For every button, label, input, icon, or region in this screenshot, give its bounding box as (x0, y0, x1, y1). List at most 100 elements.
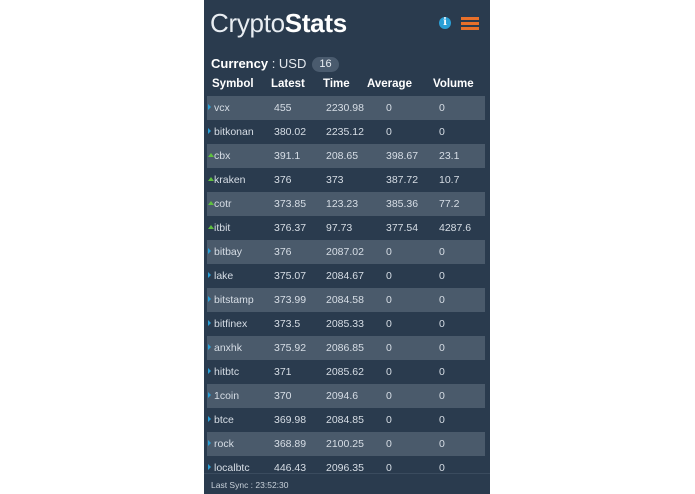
cell-volume: 0 (439, 462, 445, 473)
cell-symbol: itbit (214, 222, 231, 234)
cell-time: 2084.67 (326, 270, 364, 282)
status-footer: Last Sync : 23:52:30 (204, 473, 490, 494)
cell-latest: 446.43 (274, 462, 307, 473)
cell-average: 0 (386, 246, 392, 258)
trend-up-icon (208, 177, 214, 181)
cell-symbol: lake (214, 270, 234, 282)
cell-latest: 376.37 (274, 222, 307, 234)
currency-selector[interactable]: Currency : USD 16 (211, 56, 339, 72)
table-row[interactable]: kraken 376 373 387.72 10.7 (207, 168, 485, 192)
cell-latest: 371 (274, 366, 292, 378)
table-row[interactable]: 1coin 370 2094.6 0 0 (207, 384, 485, 408)
cell-latest: 373.5 (274, 318, 301, 330)
cell-symbol: vcx (214, 102, 230, 114)
table-row[interactable]: bitbay 376 2087.02 0 0 (207, 240, 485, 264)
cell-symbol: kraken (214, 174, 246, 186)
cell-latest: 376 (274, 174, 292, 186)
table-row[interactable]: itbit 376.37 97.73 377.54 4287.6 (207, 216, 485, 240)
cell-average: 385.36 (386, 198, 419, 210)
expand-arrow-icon (208, 320, 211, 326)
header-volume[interactable]: Volume (433, 78, 474, 90)
table-row[interactable]: bitfinex 373.5 2085.33 0 0 (207, 312, 485, 336)
cell-volume: 23.1 (439, 150, 460, 162)
app-header: CryptoStats i (204, 0, 490, 50)
table-row[interactable]: localbtc 446.43 2096.35 0 0 (207, 456, 485, 473)
table-row[interactable]: btce 369.98 2084.85 0 0 (207, 408, 485, 432)
expand-arrow-icon (208, 296, 211, 302)
cell-latest: 373.85 (274, 198, 307, 210)
table-row[interactable]: bitstamp 373.99 2084.58 0 0 (207, 288, 485, 312)
cell-average: 0 (386, 294, 392, 306)
info-icon[interactable]: i (439, 17, 451, 29)
cell-volume: 0 (439, 246, 445, 258)
brand-bold-text: Stats (284, 8, 347, 38)
header-symbol[interactable]: Symbol (212, 78, 254, 90)
cell-symbol: bitfinex (214, 318, 248, 330)
brand-light-text: Crypto (210, 8, 285, 38)
cell-time: 2085.33 (326, 318, 364, 330)
cell-volume: 0 (439, 366, 445, 378)
header-latest[interactable]: Latest (271, 78, 305, 90)
expand-arrow-icon (208, 272, 211, 278)
table-row[interactable]: cbx 391.1 208.65 398.67 23.1 (207, 144, 485, 168)
cell-average: 377.54 (386, 222, 419, 234)
cell-volume: 0 (439, 414, 445, 426)
cell-latest: 375.07 (274, 270, 307, 282)
cell-volume: 77.2 (439, 198, 460, 210)
cell-average: 0 (386, 414, 392, 426)
cell-average: 0 (386, 438, 392, 450)
expand-arrow-icon (208, 344, 211, 350)
table-row[interactable]: vcx 455 2230.98 0 0 (207, 96, 485, 120)
cell-symbol: bitstamp (214, 294, 254, 306)
cell-average: 387.72 (386, 174, 419, 186)
cell-time: 2235.12 (326, 126, 364, 138)
cell-average: 0 (386, 342, 392, 354)
exchange-list[interactable]: vcx 455 2230.98 0 0 bitkonan 380.02 2235.12 0 0 cb… (204, 96, 490, 473)
table-header: Symbol Latest Time Average Volume (204, 78, 490, 94)
cell-time: 123.23 (326, 198, 359, 210)
cell-average: 398.67 (386, 150, 419, 162)
expand-arrow-icon (208, 104, 211, 110)
cell-symbol: rock (214, 438, 234, 450)
trend-up-icon (208, 201, 214, 205)
expand-arrow-icon (208, 248, 211, 254)
expand-arrow-icon (208, 368, 211, 374)
cell-symbol: hitbtc (214, 366, 240, 378)
trend-up-icon (208, 153, 214, 157)
cell-symbol: bitkonan (214, 126, 254, 138)
header-time[interactable]: Time (323, 78, 350, 90)
cell-latest: 375.92 (274, 342, 307, 354)
table-row[interactable]: bitkonan 380.02 2235.12 0 0 (207, 120, 485, 144)
currency-value: USD (278, 56, 307, 71)
expand-arrow-icon (208, 392, 211, 398)
table-row[interactable]: hitbtc 371 2085.62 0 0 (207, 360, 485, 384)
hamburger-menu-icon[interactable] (461, 17, 479, 30)
cell-symbol: btce (214, 414, 234, 426)
cell-latest: 373.99 (274, 294, 307, 306)
table-row[interactable]: cotr 373.85 123.23 385.36 77.2 (207, 192, 485, 216)
cell-symbol: bitbay (214, 246, 243, 258)
cell-symbol: localbtc (214, 462, 250, 473)
cell-latest: 455 (274, 102, 292, 114)
currency-label: Currency (211, 56, 269, 71)
cell-volume: 0 (439, 102, 445, 114)
table-row[interactable]: rock 368.89 2100.25 0 0 (207, 432, 485, 456)
cell-average: 0 (386, 390, 392, 402)
cell-latest: 368.89 (274, 438, 307, 450)
cell-volume: 10.7 (439, 174, 460, 186)
cell-volume: 0 (439, 270, 445, 282)
cell-time: 2086.85 (326, 342, 364, 354)
expand-arrow-icon (208, 464, 211, 470)
cell-volume: 0 (439, 438, 445, 450)
table-row[interactable]: lake 375.07 2084.67 0 0 (207, 264, 485, 288)
header-average[interactable]: Average (367, 78, 412, 90)
cell-latest: 391.1 (274, 150, 301, 162)
cell-time: 2096.35 (326, 462, 364, 473)
cell-volume: 4287.6 (439, 222, 472, 234)
cell-average: 0 (386, 366, 392, 378)
exchange-count-badge: 16 (312, 57, 339, 72)
cell-average: 0 (386, 270, 392, 282)
cell-average: 0 (386, 318, 392, 330)
cell-symbol: cotr (214, 198, 232, 210)
table-row[interactable]: anxhk 375.92 2086.85 0 0 (207, 336, 485, 360)
